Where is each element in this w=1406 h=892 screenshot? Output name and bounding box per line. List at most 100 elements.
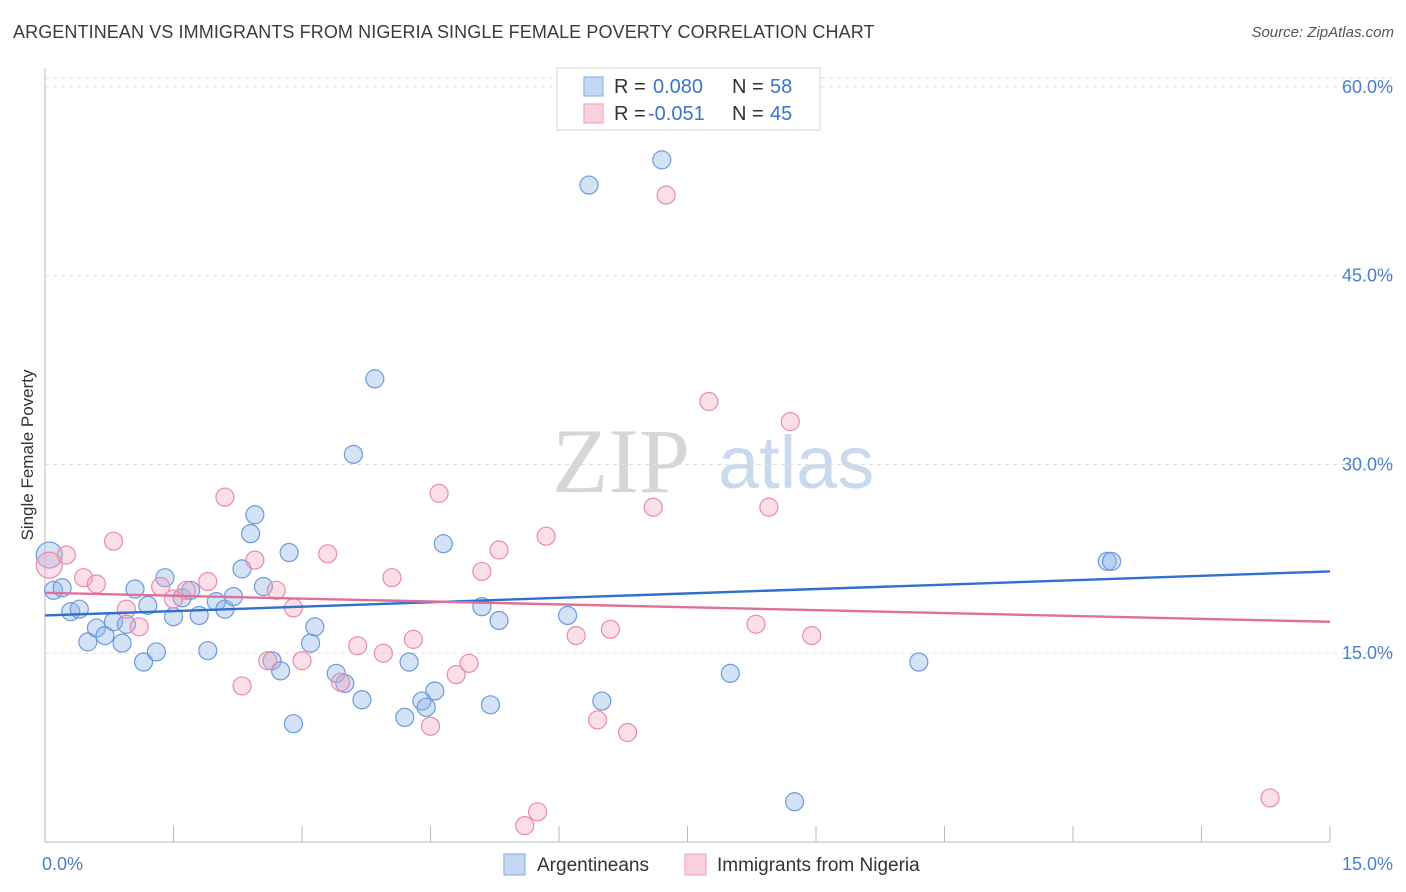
point-series-0-42 [416, 697, 436, 717]
point-series-1-34 [587, 710, 608, 730]
point-series-0-55 [1097, 551, 1117, 571]
point-series-1-18 [318, 544, 338, 564]
legend-swatch-argentineans [583, 76, 604, 97]
point-series-1-0 [35, 551, 63, 579]
point-series-1-19 [330, 672, 351, 692]
point-series-1-32 [536, 526, 556, 546]
data-points [35, 150, 1280, 836]
point-series-0-15 [155, 568, 175, 588]
point-series-0-47 [489, 610, 509, 631]
y-axis-tick-labels: 15.0% 30.0% 45.0% 60.0% [1342, 77, 1393, 663]
point-series-0-26 [245, 505, 265, 525]
y-tick-label-0: 15.0% [1342, 643, 1393, 663]
bottom-legend-label-argentineans: Argentineans [537, 855, 649, 876]
point-series-0-39 [395, 707, 415, 728]
point-series-1-6 [129, 617, 149, 637]
point-series-0-5 [78, 632, 98, 652]
watermark-atlas: atlas [718, 421, 874, 504]
point-series-1-27 [459, 653, 479, 673]
point-series-1-31 [527, 802, 548, 822]
legend-n-value-2: 45 [770, 103, 792, 125]
bottom-legend-swatch-nigeria [684, 853, 707, 876]
point-series-0-50 [592, 691, 612, 711]
point-series-1-33 [566, 625, 586, 646]
point-series-1-5 [116, 599, 136, 619]
point-series-0-27 [253, 576, 274, 597]
point-series-1-3 [86, 574, 107, 594]
point-series-1-21 [373, 643, 393, 663]
point-series-1-29 [489, 540, 509, 560]
point-series-1-12 [232, 676, 252, 696]
legend-r-value-2: -0.051 [648, 103, 705, 125]
y-tick-label-1: 30.0% [1342, 454, 1393, 474]
point-series-0-25 [241, 524, 261, 544]
point-series-1-36 [617, 722, 638, 743]
point-series-1-35 [600, 619, 621, 639]
point-series-1-42 [780, 412, 800, 432]
point-series-0-36 [343, 444, 363, 464]
point-series-0-51 [652, 150, 672, 170]
bottom-legend-swatch-argentineans [503, 853, 526, 876]
point-series-0-54 [909, 652, 929, 672]
point-series-1-30 [515, 816, 535, 836]
point-series-1-22 [382, 568, 402, 588]
point-series-1-10 [198, 571, 218, 592]
point-series-0-33 [305, 617, 325, 637]
point-series-1-37 [643, 497, 663, 517]
point-series-0-11 [125, 579, 145, 599]
point-series-0-56 [1101, 551, 1122, 571]
y-axis-title: Single Female Poverty [18, 369, 37, 541]
point-series-0-12 [133, 652, 154, 672]
point-series-1-25 [429, 483, 449, 503]
legend-r-label-2: R = [614, 103, 646, 125]
point-series-0-38 [365, 369, 385, 389]
point-series-0-13 [138, 595, 158, 615]
point-series-1-15 [266, 580, 286, 600]
legend-n-label-2: N = [732, 103, 764, 125]
point-series-0-37 [352, 690, 372, 710]
point-series-1-39 [699, 391, 719, 412]
legend-n-label-1: N = [732, 76, 764, 98]
x-tick-label-1: 15.0% [1342, 854, 1393, 874]
point-series-1-13 [245, 550, 265, 570]
legend-swatch-nigeria [583, 103, 604, 124]
point-series-0-0 [35, 541, 63, 569]
source-credit: Source: ZipAtlas.com [1251, 24, 1394, 41]
trend-lines [44, 570, 1331, 623]
point-series-1-1 [56, 545, 77, 565]
point-series-0-9 [112, 633, 132, 653]
point-series-0-20 [198, 641, 218, 661]
point-series-0-53 [784, 792, 805, 812]
x-tick-label-0: 0.0% [42, 854, 83, 874]
point-series-1-44 [1260, 788, 1280, 808]
trend-line-series-1 [44, 591, 1331, 623]
x-axis-tick-labels: 0.0% 15.0% [42, 854, 1393, 874]
trend-line-series-0 [44, 570, 1331, 617]
point-series-0-40 [399, 652, 419, 672]
point-series-1-28 [472, 561, 492, 582]
point-series-0-52 [720, 663, 740, 683]
point-series-1-17 [292, 651, 312, 671]
bottom-legend-label-nigeria: Immigrants from Nigeria [717, 855, 920, 876]
point-series-0-49 [579, 175, 599, 195]
point-series-0-14 [146, 642, 166, 662]
point-series-1-4 [103, 531, 124, 551]
point-series-1-43 [802, 625, 822, 646]
chart-title: ARGENTINEAN VS IMMIGRANTS FROM NIGERIA S… [13, 22, 875, 42]
point-series-0-29 [270, 661, 291, 681]
point-series-1-26 [446, 665, 466, 685]
point-series-0-32 [300, 633, 321, 653]
point-series-1-24 [420, 716, 441, 736]
watermark-zip: ZIP [552, 410, 690, 512]
legend-r-label-1: R = [614, 76, 646, 98]
point-series-1-14 [258, 651, 278, 671]
y-tick-label-2: 45.0% [1342, 266, 1393, 286]
point-series-1-38 [656, 185, 676, 205]
point-series-0-7 [95, 625, 115, 646]
point-series-1-40 [746, 614, 766, 634]
point-series-1-23 [403, 629, 423, 649]
legend-r-value-1: 0.080 [653, 76, 703, 98]
y-tick-label-3: 60.0% [1342, 77, 1393, 97]
point-series-0-48 [557, 605, 578, 626]
